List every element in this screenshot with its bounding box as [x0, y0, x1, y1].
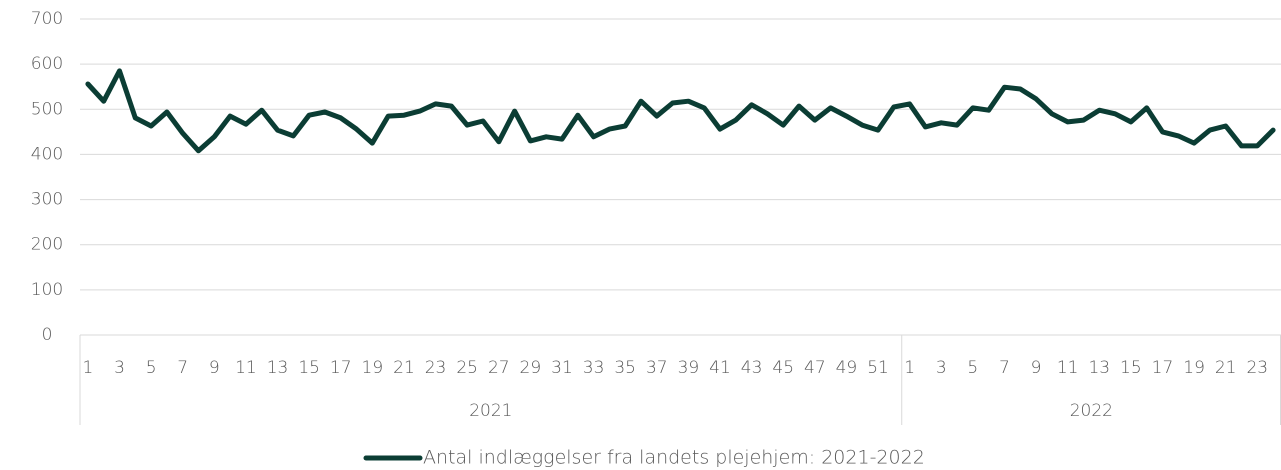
- x-tick-label: 1: [904, 358, 915, 378]
- x-tick-label: 13: [1088, 358, 1110, 378]
- x-tick-label: 5: [146, 358, 157, 378]
- x-tick-label: 19: [1183, 358, 1205, 378]
- x-tick-label: 23: [425, 358, 447, 378]
- x-tick-label: 29: [520, 358, 542, 378]
- y-tick-label: 700: [31, 9, 63, 29]
- group-label: 2022: [1070, 401, 1113, 421]
- x-tick-label: 15: [298, 358, 320, 378]
- x-tick-label: 39: [678, 358, 700, 378]
- y-tick-label: 300: [31, 190, 63, 210]
- x-tick-label: 27: [488, 358, 510, 378]
- x-tick-label: 11: [1057, 358, 1079, 378]
- x-tick-label: 9: [1031, 358, 1042, 378]
- x-tick-label: 23: [1246, 358, 1268, 378]
- x-tick-label: 47: [804, 358, 826, 378]
- x-tick-label: 33: [583, 358, 605, 378]
- x-tick-label: 19: [362, 358, 384, 378]
- x-tick-label: 37: [646, 358, 668, 378]
- x-tick-label: 15: [1120, 358, 1142, 378]
- x-tick-label: 41: [709, 358, 731, 378]
- x-tick-label: 31: [551, 358, 573, 378]
- y-tick-label: 600: [31, 54, 63, 74]
- y-tick-label: 500: [31, 99, 63, 119]
- x-tick-label: 25: [456, 358, 478, 378]
- x-tick-label: 17: [1152, 358, 1174, 378]
- x-tick-label: 3: [936, 358, 947, 378]
- y-tick-label: 0: [42, 325, 53, 345]
- x-tick-label: 45: [772, 358, 794, 378]
- x-tick-label: 49: [836, 358, 858, 378]
- x-tick-label: 43: [741, 358, 763, 378]
- x-tick-label: 5: [967, 358, 978, 378]
- x-tick-label: 51: [867, 358, 889, 378]
- x-tick-label: 9: [209, 358, 220, 378]
- x-tick-label: 21: [1215, 358, 1237, 378]
- x-tick-label: 11: [235, 358, 257, 378]
- legend-label: Antal indlæggelser fra landets plejehjem…: [423, 447, 925, 469]
- line-series: [85, 68, 1276, 154]
- x-tick-label: 13: [267, 358, 289, 378]
- group-label: 2021: [469, 401, 512, 421]
- y-tick-label: 200: [31, 235, 63, 255]
- x-tick-label: 1: [82, 358, 93, 378]
- y-tick-label: 400: [31, 144, 63, 164]
- x-tick-label: 7: [177, 358, 188, 378]
- x-tick-label: 17: [330, 358, 352, 378]
- y-tick-label: 100: [31, 280, 63, 300]
- x-tick-label: 21: [393, 358, 415, 378]
- x-tick-label: 3: [114, 358, 125, 378]
- x-tick-label: 35: [614, 358, 636, 378]
- x-tick-label: 7: [999, 358, 1010, 378]
